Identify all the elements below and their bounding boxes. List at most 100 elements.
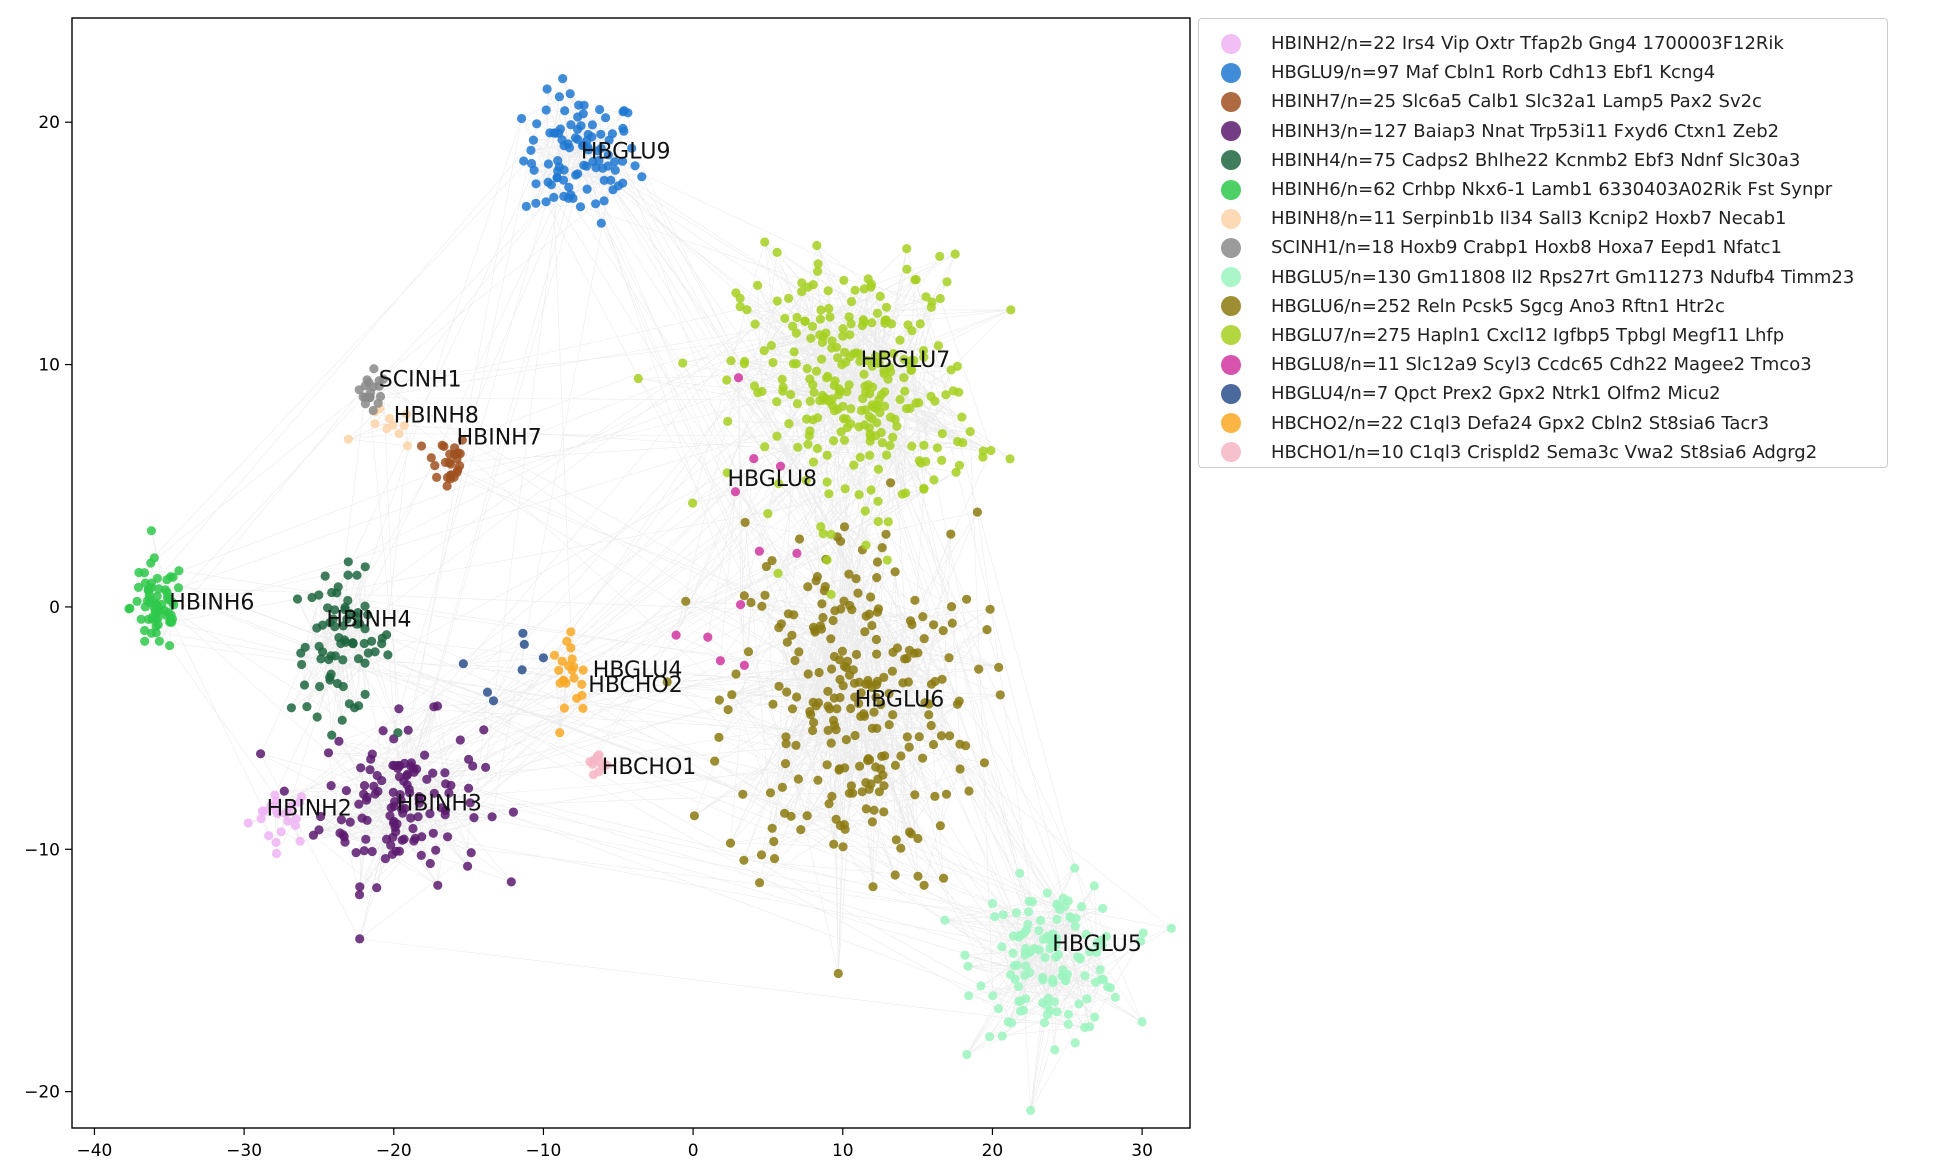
data-point (343, 570, 353, 580)
data-point (873, 604, 884, 614)
data-point (818, 612, 828, 623)
data-point (822, 373, 832, 383)
data-point (839, 820, 849, 830)
data-point (271, 837, 281, 848)
legend-marker (1221, 91, 1241, 112)
data-point (772, 397, 782, 407)
data-point (904, 645, 915, 655)
data-point (174, 566, 184, 576)
data-point (846, 296, 857, 307)
data-point (369, 781, 379, 791)
x-tick-label: 10 (832, 1141, 854, 1161)
data-point (1027, 897, 1037, 907)
cluster-label-hbinh4: HBINH4 (326, 607, 411, 632)
data-point (1040, 952, 1050, 963)
data-point (1003, 1017, 1013, 1027)
data-point (340, 602, 350, 613)
data-point (343, 557, 353, 567)
data-point (876, 764, 886, 774)
data-point (994, 662, 1004, 673)
data-point (394, 429, 404, 439)
data-point (519, 639, 529, 650)
data-point (618, 156, 628, 166)
data-point (826, 738, 836, 748)
data-point (403, 725, 413, 735)
data-point (299, 680, 310, 690)
data-point (849, 460, 859, 470)
data-point (526, 145, 536, 155)
data-point (835, 655, 845, 665)
data-point (569, 673, 579, 683)
data-point (823, 286, 833, 296)
legend-item: HBGLU6/n=252 Reln Pcsk5 Sgcg Ano3 Rftn1 … (1221, 292, 1887, 321)
cluster-label-hbglu6: HBGLU6 (855, 687, 945, 712)
data-point (599, 175, 609, 185)
data-point (517, 113, 527, 124)
data-point (287, 801, 297, 811)
data-point (846, 319, 856, 329)
data-point (817, 599, 827, 609)
data-point (825, 312, 835, 322)
data-point (778, 386, 788, 396)
data-point (352, 570, 362, 580)
data-point (264, 831, 274, 841)
data-point (1020, 950, 1030, 960)
data-point (935, 251, 945, 261)
data-point (919, 880, 929, 890)
data-point (886, 478, 896, 488)
data-point (808, 280, 818, 290)
data-point (722, 375, 732, 385)
data-point (342, 614, 352, 624)
data-point (913, 871, 923, 881)
data-point (154, 636, 164, 646)
data-point (163, 608, 173, 618)
data-point (164, 595, 174, 605)
data-point (357, 813, 367, 823)
data-point (879, 365, 889, 376)
data-point (633, 373, 643, 384)
data-point (143, 585, 154, 595)
legend-marker (1221, 354, 1241, 375)
data-point (945, 731, 955, 741)
data-point (837, 646, 848, 656)
data-point (855, 452, 865, 462)
data-point (326, 781, 336, 791)
data-point (370, 647, 380, 657)
data-point (323, 748, 334, 758)
data-point (876, 390, 887, 400)
cluster-labels: HBINH2 HBGLU9 HBINH7 HBINH3 HBINH4 HBINH6 HBIN… (169, 140, 1142, 957)
data-point (919, 634, 929, 644)
data-point (851, 574, 861, 584)
legend-item: HBGLU4/n=7 Qpct Prex2 Gpx2 Ntrk1 Olfm2 M… (1221, 379, 1887, 408)
data-point (618, 123, 628, 133)
legend-label: HBGLU8/n=11 Slc12a9 Scyl3 Ccdc65 Cdh22 M… (1271, 354, 1812, 376)
data-point (1136, 936, 1146, 946)
legend-marker (1221, 442, 1241, 463)
data-point (402, 409, 412, 419)
cluster-label-hbinh2: HBINH2 (267, 796, 352, 821)
data-point (630, 161, 640, 171)
data-point (782, 637, 792, 647)
legend-marker (1221, 62, 1241, 83)
y-tick-label: 20 (38, 113, 60, 133)
data-point (314, 825, 324, 835)
data-point (1095, 965, 1105, 975)
data-point (409, 836, 419, 846)
data-point (898, 678, 908, 688)
data-point (1103, 982, 1113, 992)
data-point (902, 653, 912, 664)
data-point (271, 848, 282, 859)
data-point (400, 803, 410, 814)
data-point (1063, 896, 1073, 906)
data-point (929, 620, 939, 630)
data-point (900, 386, 910, 396)
data-point (330, 651, 340, 661)
data-point (838, 842, 848, 852)
data-point (681, 596, 691, 606)
data-point (767, 556, 777, 566)
data-point (464, 754, 474, 765)
data-point (543, 159, 554, 169)
data-point (413, 812, 423, 822)
data-point (727, 690, 737, 700)
data-point (406, 813, 416, 823)
